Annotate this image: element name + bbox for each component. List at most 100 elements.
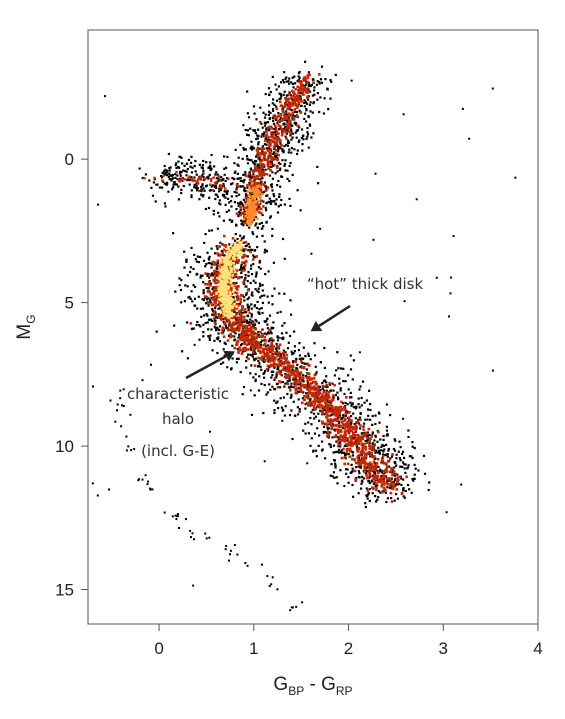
data-point (397, 450, 400, 453)
data-point (369, 455, 372, 458)
data-point (306, 384, 309, 387)
data-point (213, 321, 217, 325)
data-point (291, 353, 294, 356)
data-point (363, 460, 367, 463)
data-point (273, 287, 276, 290)
data-point (376, 471, 380, 475)
data-point (394, 472, 397, 476)
data-point (324, 457, 327, 460)
data-point (229, 553, 231, 556)
data-point (155, 183, 158, 186)
data-point (391, 473, 394, 477)
data-point (302, 138, 305, 141)
data-point (195, 173, 198, 176)
data-point (368, 444, 371, 448)
data-point (269, 125, 273, 129)
data-point (189, 266, 192, 269)
data-point (338, 420, 341, 423)
data-point (261, 177, 264, 180)
data-point (388, 465, 391, 468)
data-point (321, 420, 324, 424)
data-point (225, 274, 228, 277)
data-point (235, 361, 238, 364)
data-point (237, 164, 240, 167)
data-point (309, 416, 312, 420)
data-point (215, 266, 218, 270)
data-point (289, 134, 292, 137)
data-point (285, 137, 288, 140)
data-point (264, 273, 267, 276)
data-point (227, 300, 231, 303)
data-point (186, 167, 189, 171)
data-point (275, 166, 279, 169)
data-point (236, 325, 240, 328)
annotation-halo: characteristic halo (incl. G-E) (127, 350, 235, 460)
data-points (91, 60, 517, 612)
data-point (248, 208, 251, 212)
data-point (334, 73, 337, 76)
data-point (268, 365, 271, 369)
data-point (246, 112, 249, 115)
data-point (227, 318, 230, 322)
data-point (265, 130, 268, 133)
data-point (201, 174, 204, 177)
data-point (281, 324, 284, 327)
data-point (302, 429, 305, 432)
data-point (300, 136, 303, 140)
data-point (290, 138, 293, 141)
data-point (381, 453, 385, 456)
data-point (335, 369, 338, 372)
data-point (277, 336, 280, 339)
data-point (288, 179, 291, 183)
data-point (338, 416, 341, 419)
data-point (181, 350, 184, 353)
data-point (264, 168, 267, 171)
data-point (280, 332, 284, 335)
data-point (242, 218, 246, 221)
data-point (243, 189, 246, 192)
data-point (365, 441, 368, 444)
data-point (213, 184, 216, 187)
data-point (192, 327, 195, 330)
data-point (236, 553, 239, 556)
data-point (232, 316, 236, 319)
data-point (225, 545, 228, 548)
data-point (271, 108, 275, 111)
data-point (294, 82, 297, 85)
data-point (227, 271, 230, 275)
data-point (356, 433, 359, 437)
data-point (289, 108, 292, 111)
data-point (233, 310, 237, 313)
data-point (261, 213, 264, 217)
data-point (196, 320, 199, 324)
data-point (221, 272, 224, 276)
data-point (368, 439, 371, 442)
data-point (326, 418, 329, 422)
data-point (340, 456, 344, 460)
data-point (283, 385, 286, 388)
data-point (365, 473, 368, 477)
data-point (314, 365, 317, 368)
data-point (209, 262, 212, 265)
data-point (199, 178, 203, 181)
data-point (339, 414, 342, 417)
data-point (313, 354, 317, 357)
data-point (330, 80, 333, 83)
data-point (308, 73, 311, 77)
data-point (300, 357, 303, 360)
data-point (252, 184, 255, 187)
data-point (344, 417, 347, 421)
data-point (272, 327, 275, 330)
data-point (250, 273, 254, 276)
data-point (190, 178, 194, 181)
data-point (262, 133, 265, 136)
data-point (255, 235, 258, 238)
data-point (269, 142, 272, 145)
data-point (240, 276, 243, 279)
data-point (404, 471, 407, 474)
data-point (225, 278, 228, 281)
data-point (299, 373, 302, 376)
data-point (339, 405, 342, 409)
data-point (176, 174, 179, 177)
data-point (296, 115, 299, 118)
